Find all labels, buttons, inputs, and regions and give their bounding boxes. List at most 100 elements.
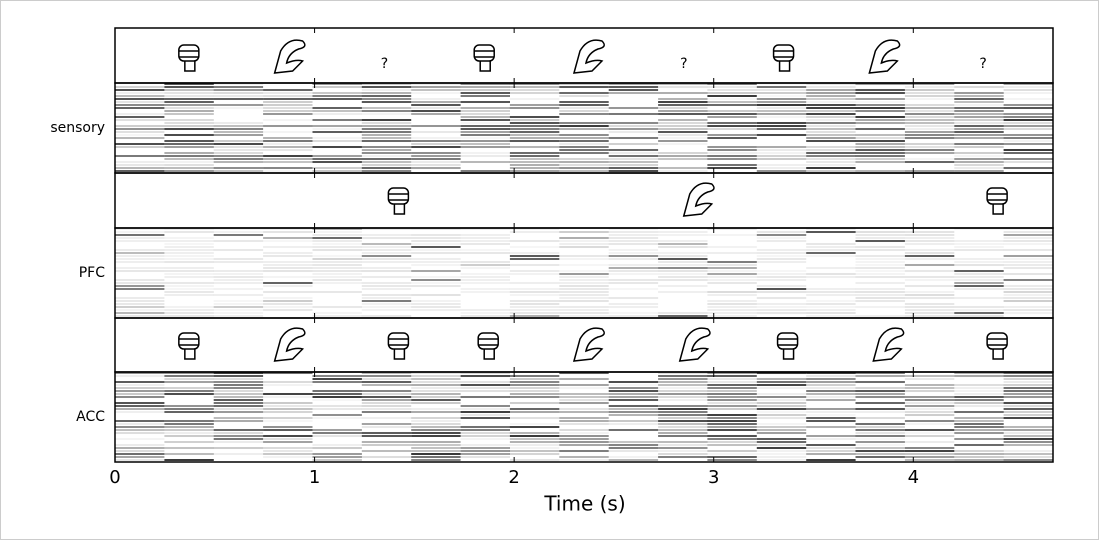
raster-cell — [1003, 384, 1053, 386]
raster-cell — [509, 402, 560, 404]
raster-cell — [411, 258, 461, 260]
raster-cell — [806, 107, 856, 109]
raster-cell — [312, 98, 362, 100]
raster-cell — [164, 285, 214, 287]
raster-cell — [806, 101, 856, 103]
x-tick-label: 2 — [508, 467, 519, 488]
raster-cell — [361, 285, 412, 287]
raster-cell — [411, 264, 461, 266]
raster-cell — [115, 98, 165, 100]
raster-cell — [904, 294, 955, 296]
raster-cell — [707, 83, 757, 85]
raster-cell — [312, 315, 362, 317]
raster-cell — [361, 164, 412, 166]
raster-cell — [608, 273, 659, 275]
raster-cell — [559, 417, 609, 419]
raster-cell — [460, 261, 510, 263]
raster-cell — [658, 270, 708, 272]
raster-cell — [559, 161, 609, 163]
raster-cell — [115, 438, 165, 440]
raster-cell — [756, 258, 807, 260]
raster-cell — [115, 306, 165, 308]
raster-cell — [509, 390, 560, 392]
raster-cell — [904, 92, 955, 94]
raster-cell — [806, 426, 856, 428]
raster-cell — [756, 104, 807, 106]
raster-cell — [361, 441, 412, 443]
raster-cell — [756, 152, 807, 154]
raster-cell — [1003, 306, 1053, 308]
raster-cell — [756, 408, 807, 410]
raster-cell — [608, 312, 659, 314]
raster-cell — [164, 429, 214, 431]
raster-cell — [361, 423, 412, 425]
raster-cell — [707, 125, 757, 127]
raster-cell — [115, 228, 165, 230]
raster-cell — [904, 104, 955, 106]
raster-cell — [164, 155, 214, 157]
raster-cell — [756, 447, 807, 449]
raster-cell — [608, 282, 659, 284]
raster-cell — [559, 399, 609, 401]
raster-cell — [658, 435, 708, 437]
raster-cell — [806, 459, 856, 461]
raster-cell — [608, 288, 659, 290]
hand-icon — [178, 332, 200, 360]
raster-cell — [559, 167, 609, 169]
raster-cell — [658, 381, 708, 383]
raster-cell — [115, 249, 165, 251]
hand-icon — [273, 39, 306, 74]
raster-cell — [954, 167, 1004, 169]
raster-cell — [411, 426, 461, 428]
raster-cell — [509, 444, 560, 446]
raster-cell — [164, 146, 214, 148]
raster-cell — [263, 453, 313, 455]
raster-cell — [707, 381, 757, 383]
raster-cell — [312, 447, 362, 449]
raster-cell — [559, 378, 609, 380]
raster-cell — [312, 399, 362, 401]
raster-cell — [460, 396, 510, 398]
raster-cell — [756, 89, 807, 91]
raster-cell — [904, 432, 955, 434]
raster-cell — [312, 113, 362, 115]
raster-cell — [658, 396, 708, 398]
raster-cell — [312, 140, 362, 142]
raster-cell — [213, 134, 264, 136]
raster-cell — [608, 113, 659, 115]
raster-cell — [806, 164, 856, 166]
raster-cell — [361, 261, 412, 263]
raster-cell — [756, 396, 807, 398]
raster-cell — [707, 429, 757, 431]
raster-cell — [509, 453, 560, 455]
raster-cell — [312, 429, 362, 431]
raster-cell — [361, 282, 412, 284]
raster-cell — [509, 246, 560, 248]
raster-cell — [460, 264, 510, 266]
raster-cell — [1003, 134, 1053, 136]
raster-cell — [312, 264, 362, 266]
raster-cell — [756, 285, 807, 287]
raster-cell — [213, 231, 264, 233]
raster-cell — [608, 279, 659, 281]
raster-cell — [756, 456, 807, 458]
raster-cell — [411, 387, 461, 389]
raster-cell — [361, 402, 412, 404]
raster-cell — [509, 417, 560, 419]
raster-cell — [1003, 152, 1053, 154]
raster-cell — [213, 140, 264, 142]
raster-cell — [658, 255, 708, 257]
raster-cell — [954, 315, 1004, 317]
raster-cell — [608, 92, 659, 94]
raster-cell — [312, 258, 362, 260]
raster-cell — [164, 378, 214, 380]
raster-cell — [115, 258, 165, 260]
raster-cell — [806, 411, 856, 413]
raster-cell — [559, 435, 609, 437]
raster-cell — [213, 158, 264, 160]
raster-cell — [559, 294, 609, 296]
raster-cell — [855, 107, 905, 109]
raster-cell — [707, 104, 757, 106]
raster-cell — [1003, 300, 1053, 302]
raster-cell — [361, 435, 412, 437]
